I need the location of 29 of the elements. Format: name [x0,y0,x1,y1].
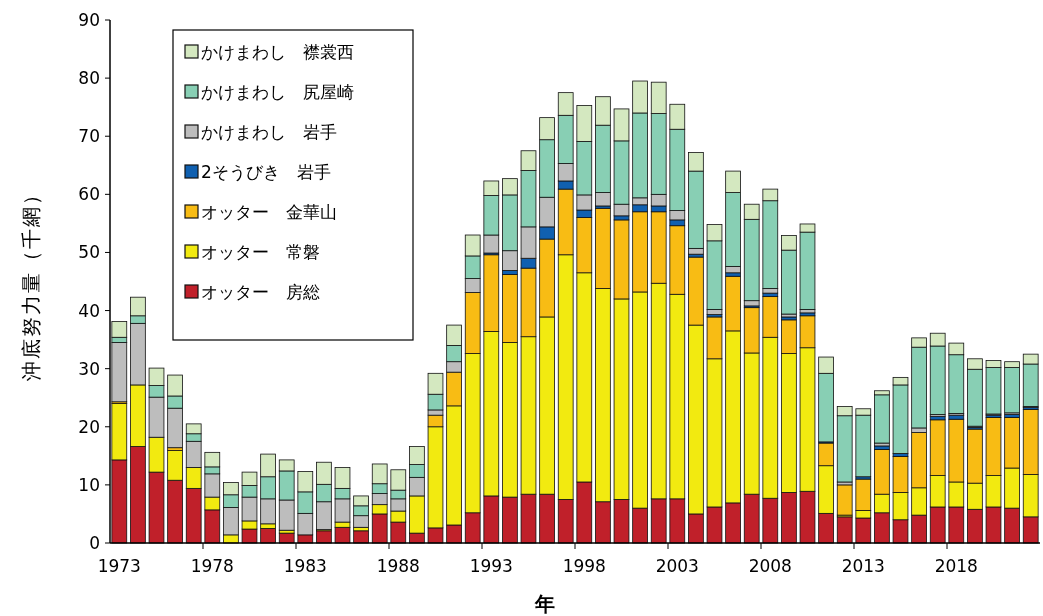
x-tick-label: 1988 [376,556,420,576]
y-tick-label: 30 [78,358,100,379]
x-axis-title: 年 [534,592,555,616]
y-tick-label: 10 [78,474,100,495]
y-tick-label: 50 [78,242,100,263]
x-tick-label: 2013 [841,556,885,576]
x-tick-label: 1998 [562,556,606,576]
x-tick-label: 1973 [97,556,141,576]
y-tick-label: 0 [89,533,100,553]
y-tick-label: 60 [78,184,100,205]
legend-label: かけまわし 襟裳西 [201,42,354,62]
x-tick-label: 1983 [283,556,327,576]
x-tick-label: 2008 [748,556,792,576]
x-tick-label: 1978 [190,556,234,576]
legend-label: オッター 金華山 [201,202,337,222]
y-tick-label: 40 [78,300,100,321]
legend-label: かけまわし 尻屋崎 [201,82,354,102]
y-tick-label: 20 [78,416,100,437]
legend-label: 2そうびき 岩手 [201,162,331,182]
legend-label: オッター 常磐 [201,242,320,262]
y-tick-label: 80 [78,68,100,89]
legend-label: かけまわし 岩手 [201,122,337,142]
legend-label: オッター 房総 [201,282,320,302]
y-tick-label: 70 [78,126,100,147]
y-axis-title: 沖底努力量（千網） [19,182,43,381]
x-tick-label: 1993 [469,556,513,576]
y-tick-label: 90 [78,10,100,30]
x-tick-label: 2003 [655,556,699,576]
x-tick-label: 2018 [934,556,978,576]
